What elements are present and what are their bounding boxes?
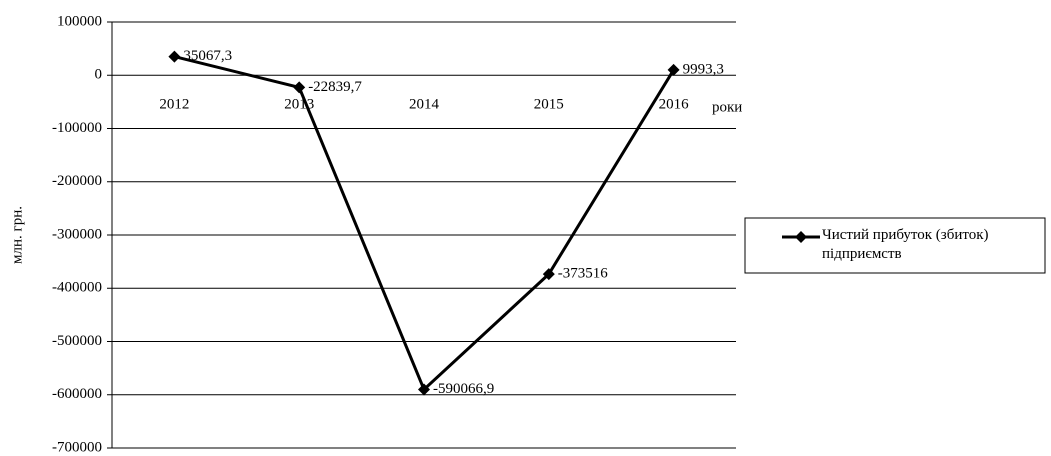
marker	[168, 50, 181, 63]
data-label: 35067,3	[183, 48, 232, 64]
x-tick-label: 2016	[659, 97, 690, 113]
marker	[542, 268, 555, 281]
y-tick-label: 100000	[57, 13, 102, 29]
y-tick-label: -600000	[52, 386, 102, 402]
y-tick-label: -200000	[52, 173, 102, 189]
y-tick-label: -100000	[52, 120, 102, 136]
y-tick-label: -400000	[52, 280, 102, 296]
marker	[293, 81, 306, 94]
data-label: -590066,9	[433, 381, 494, 397]
legend-label: Чистий прибуток (збиток) підприємств	[822, 227, 989, 262]
x-axis-label: роки	[712, 99, 742, 115]
y-axis-label: млн. грн.	[9, 206, 25, 264]
y-tick-label: -700000	[52, 439, 102, 455]
x-tick-label: 2014	[409, 97, 440, 113]
y-tick-label: 0	[95, 67, 103, 83]
y-tick-label: -300000	[52, 226, 102, 242]
marker	[667, 63, 680, 76]
x-tick-label: 2015	[534, 97, 564, 113]
marker	[418, 383, 430, 396]
data-label: 9993,3	[683, 61, 724, 77]
y-tick-label: -500000	[52, 333, 102, 349]
data-label: -22839,7	[308, 79, 362, 95]
x-tick-label: 2012	[159, 97, 189, 113]
legend-box	[744, 217, 1046, 274]
data-label: -373516	[558, 266, 608, 282]
legend-marker	[795, 231, 807, 243]
